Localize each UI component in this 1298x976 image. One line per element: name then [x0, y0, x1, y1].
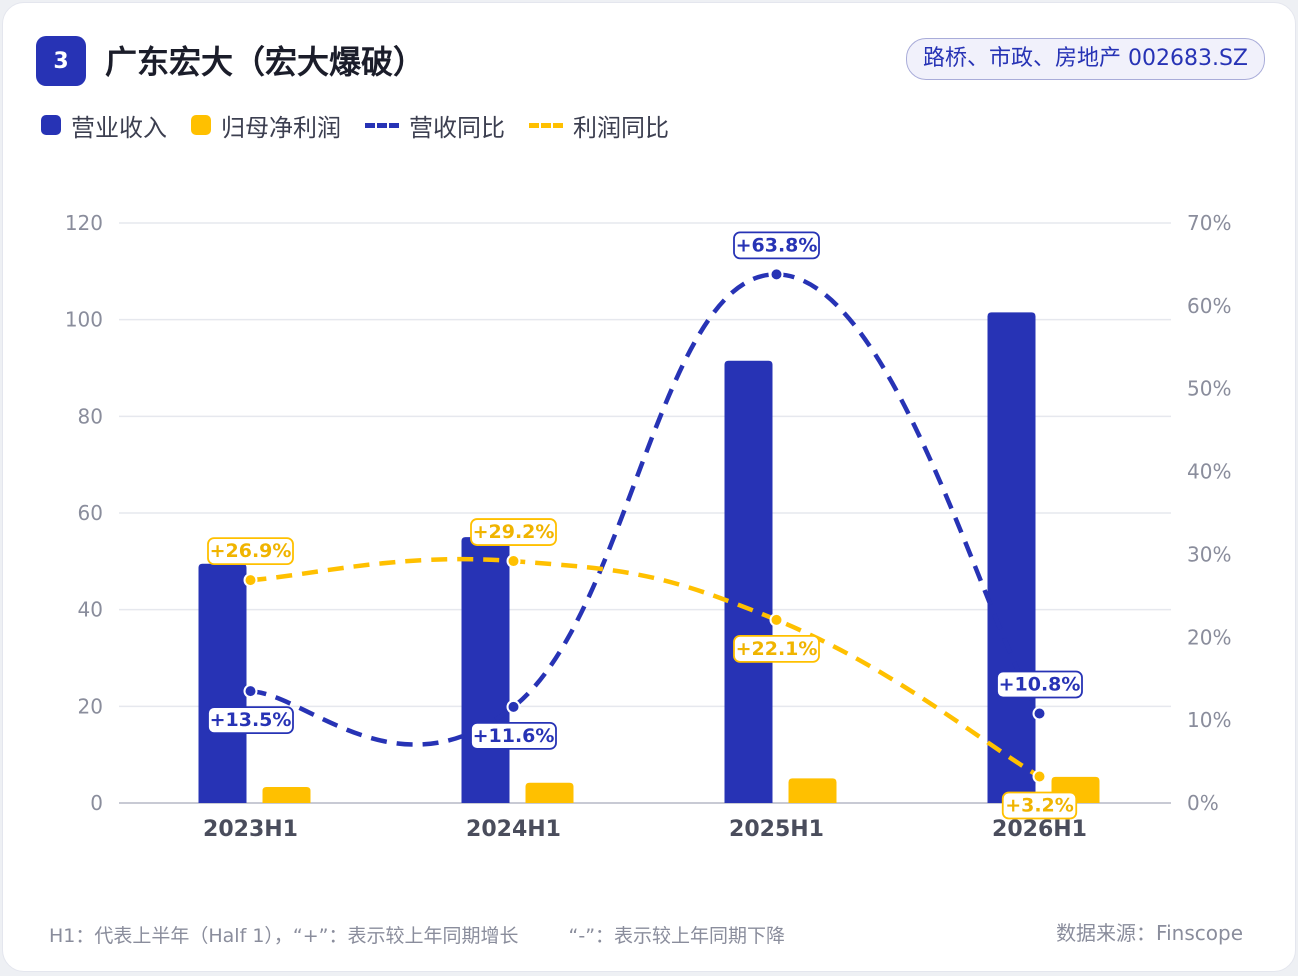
y-right-tick-label: 40% — [1187, 460, 1231, 484]
data-label-box — [733, 634, 820, 663]
x-tick-label: 2023H1 — [203, 817, 298, 842]
y-left-tick-label: 60 — [78, 501, 103, 525]
y-right-tick-label: 30% — [1187, 542, 1231, 566]
company-title: 广东宏大（宏大爆破） — [105, 43, 426, 81]
combo-chart: 0 20 40 60 80 100 120 0% 10% 20% 30% 40% 50% 60% 70% 20… — [65, 211, 1232, 842]
point-marker — [1032, 706, 1047, 721]
y-left-tick-label: 80 — [78, 404, 103, 428]
rank-badge: 3 — [36, 36, 86, 86]
point-marker — [243, 573, 258, 588]
footnote-decline-definition: “-”：表示较上年同期下降 — [568, 925, 786, 947]
point-marker — [1032, 769, 1047, 784]
legend-item-revenue-yoy[interactable]: 营收同比 — [365, 108, 505, 143]
data-label-box — [470, 721, 557, 750]
y-right-tick-label: 10% — [1187, 708, 1231, 732]
legend-swatch-profit-yoy — [529, 122, 563, 128]
legend-label: 营业收入 — [71, 113, 167, 142]
data-source: 数据来源：Finscope — [1056, 921, 1243, 945]
bar-revenue — [724, 360, 773, 803]
data-label: +10.8% — [999, 674, 1081, 696]
data-label-box — [207, 706, 294, 735]
legend-item-net-profit[interactable]: 归母净利润 — [191, 108, 341, 143]
data-label-box — [207, 537, 294, 566]
legend-label: 归母净利润 — [221, 113, 341, 142]
legend-label: 营收同比 — [409, 113, 505, 142]
line-profit-yoy — [250, 556, 1041, 779]
data-label-box — [470, 518, 557, 546]
x-tick-label: 2026H1 — [992, 817, 1087, 842]
data-label: +13.5% — [210, 709, 292, 731]
x-tick-label: 2024H1 — [466, 817, 561, 842]
point-marker — [769, 612, 784, 627]
legend-label: 利润同比 — [573, 113, 669, 142]
data-label-box — [996, 670, 1083, 699]
point-marker — [769, 267, 784, 282]
data-label: +63.8% — [736, 234, 818, 256]
y-left-tick-label: 100 — [65, 308, 103, 332]
footnote-half-definition: H1：代表上半年（Half 1），“+”：表示较上年同期增长 — [49, 925, 519, 947]
point-marker — [243, 684, 258, 699]
bar-net-profit — [788, 778, 837, 803]
y-left-tick-label: 40 — [78, 598, 103, 622]
legend: 营业收入 归母净利润 营收同比 利润同比 — [41, 107, 669, 143]
bar-net-profit — [525, 782, 574, 803]
legend-swatch-revenue — [41, 115, 61, 135]
y-right-tick-label: 60% — [1187, 294, 1231, 318]
data-label-box — [733, 231, 820, 260]
y-left-tick-label: 0 — [90, 791, 103, 815]
legend-item-revenue[interactable]: 营业收入 — [41, 108, 167, 143]
data-label: +11.6% — [473, 725, 555, 747]
bar-revenue — [461, 537, 510, 803]
sector-tag: 路桥、市政、房地产 002683.SZ — [905, 38, 1265, 80]
y-right-tick-label: 50% — [1187, 377, 1231, 401]
bar-revenue — [987, 312, 1036, 803]
data-label: +29.2% — [473, 521, 555, 543]
footnote: H1：代表上半年（Half 1），“+”：表示较上年同期增长 “-”：表示较上年同… — [49, 921, 785, 948]
data-label: +22.1% — [736, 638, 818, 660]
y-left-tick-label: 20 — [78, 694, 103, 718]
y-left-tick-label: 120 — [65, 211, 103, 235]
legend-item-profit-yoy[interactable]: 利润同比 — [529, 108, 669, 143]
line-revenue-yoy — [250, 272, 1042, 747]
point-marker — [506, 699, 521, 714]
legend-swatch-net-profit — [191, 115, 211, 135]
point-marker — [506, 554, 521, 569]
y-right-tick-label: 0% — [1187, 791, 1219, 815]
data-label: +26.9% — [210, 540, 292, 562]
data-label-box — [1001, 791, 1078, 820]
legend-swatch-revenue-yoy — [365, 122, 399, 128]
y-right-tick-label: 20% — [1187, 625, 1231, 649]
x-tick-label: 2025H1 — [729, 817, 824, 842]
data-label: +3.2% — [1005, 794, 1074, 816]
y-right-tick-label: 70% — [1187, 211, 1231, 235]
bar-net-profit — [262, 787, 311, 803]
bar-revenue — [198, 563, 247, 803]
